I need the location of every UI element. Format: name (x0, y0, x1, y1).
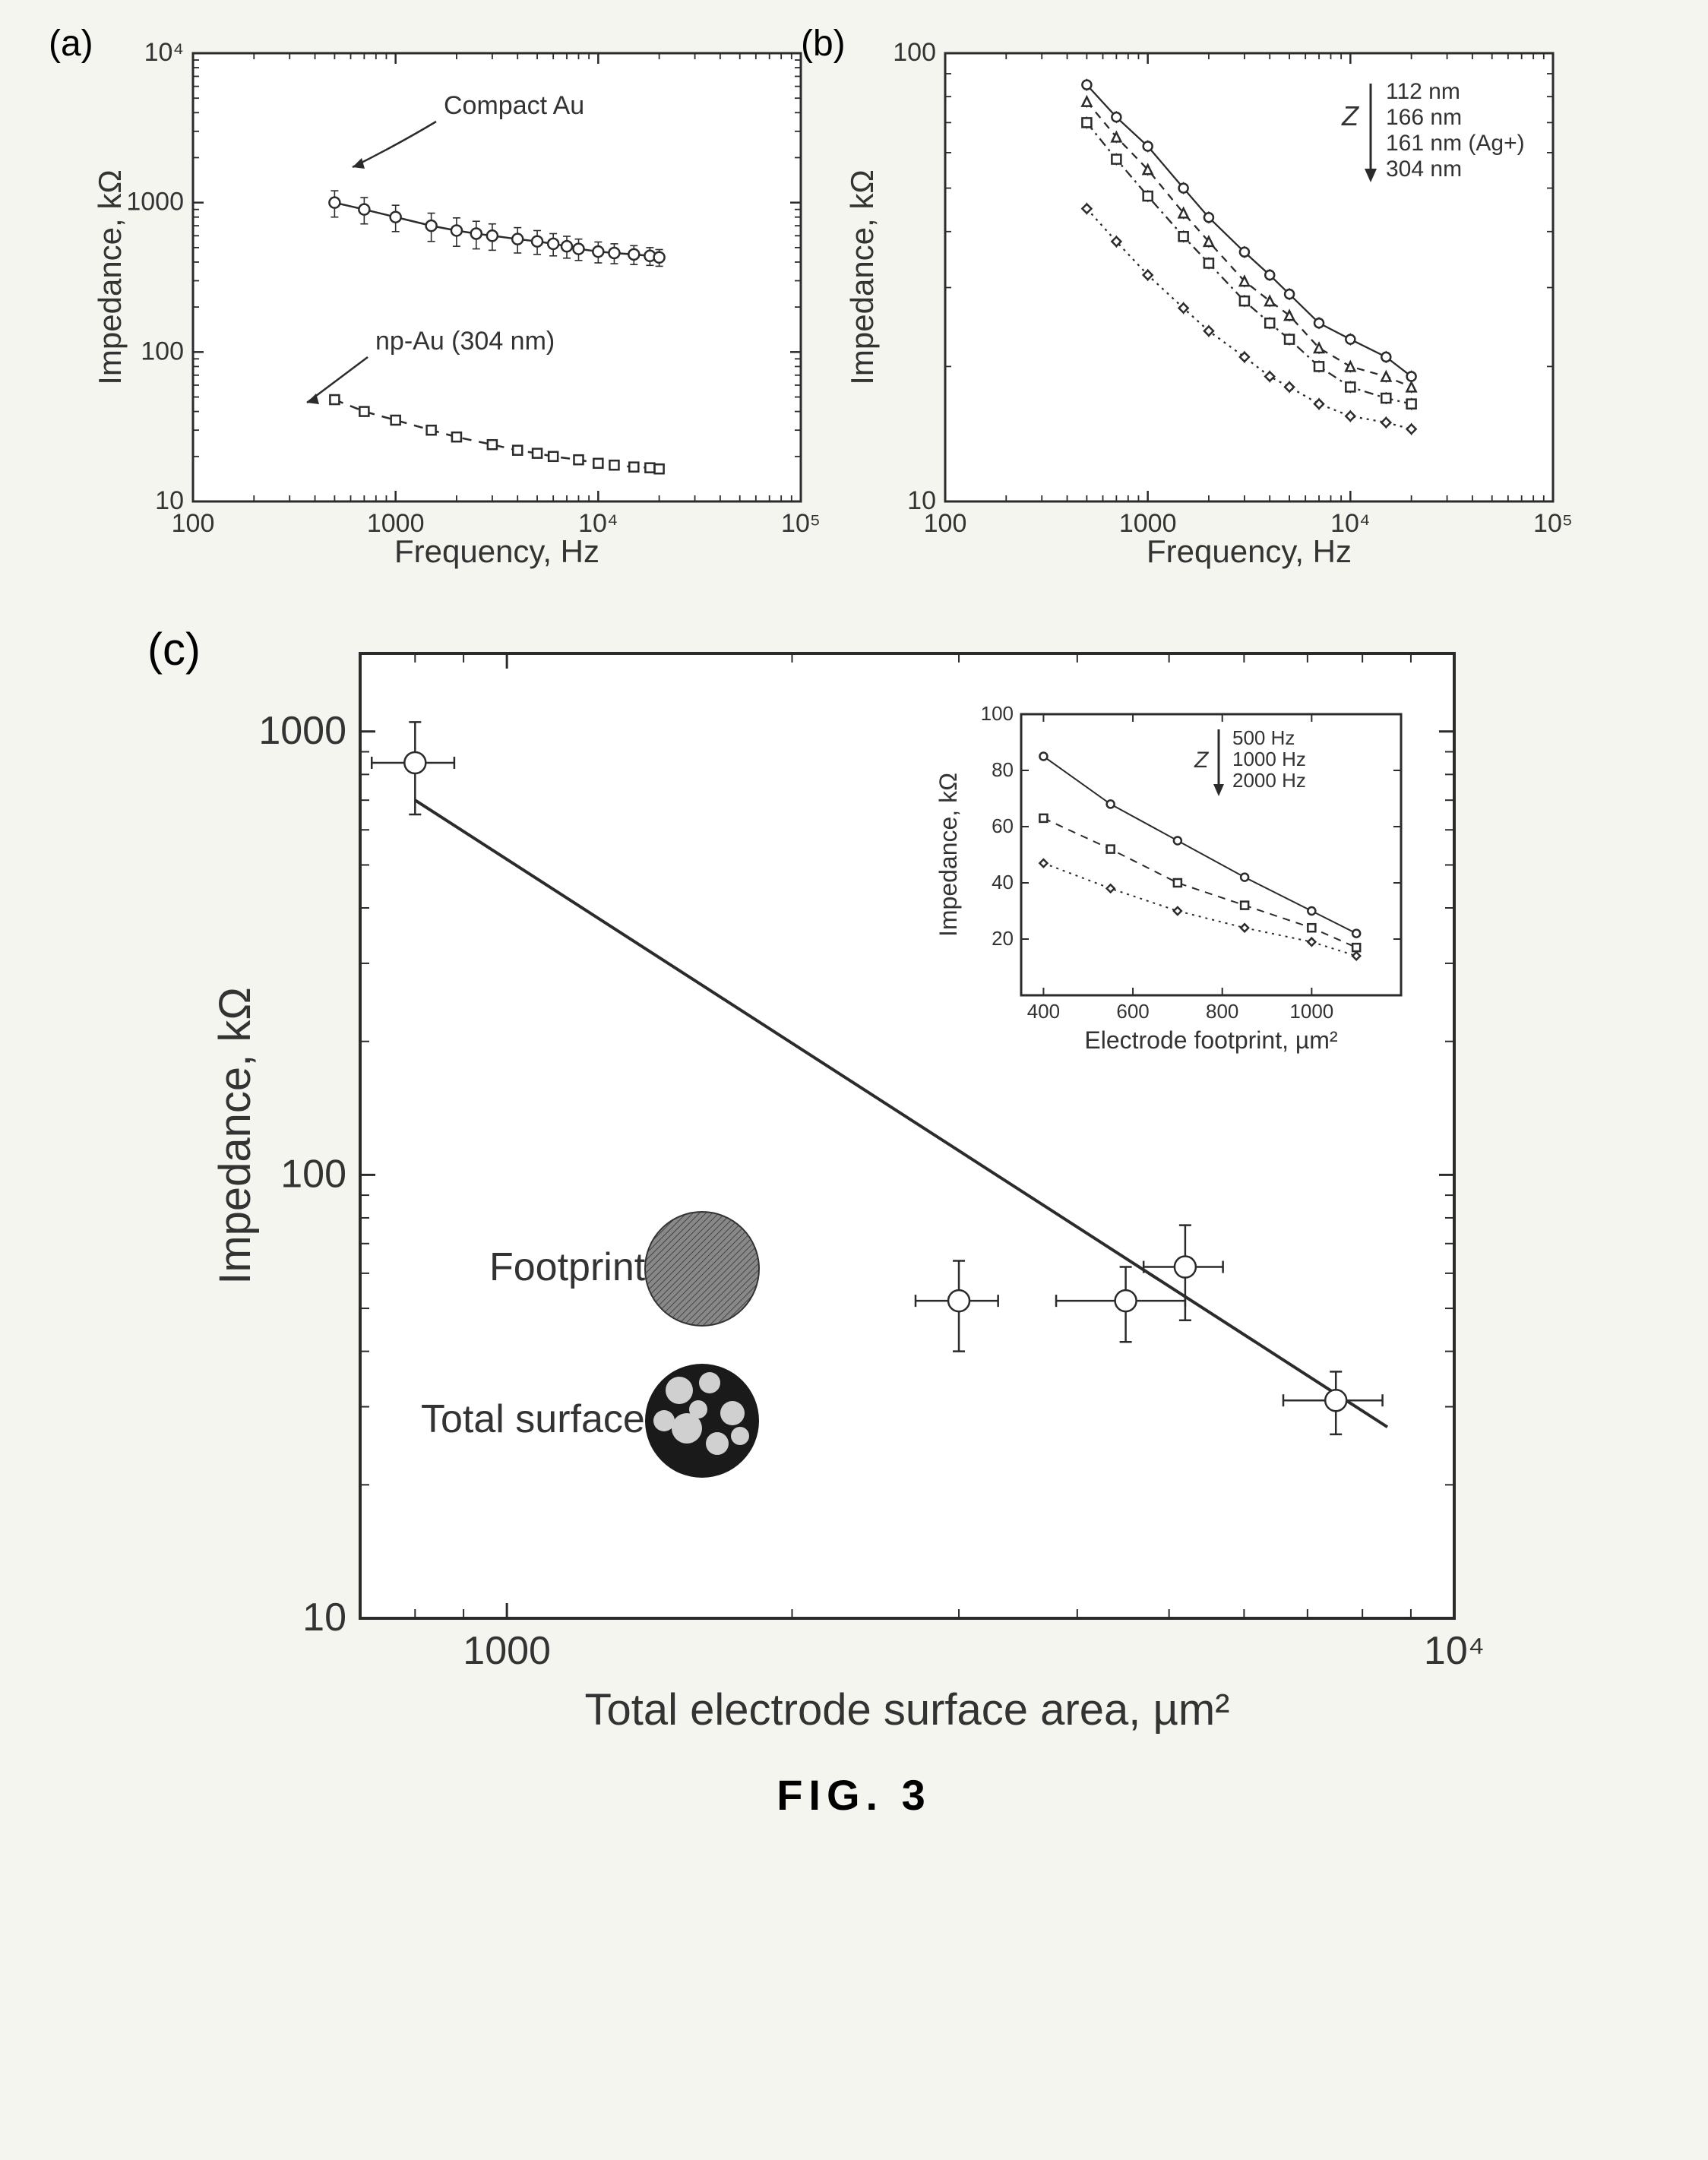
svg-text:166 nm: 166 nm (1386, 105, 1462, 130)
svg-text:10: 10 (907, 486, 936, 515)
svg-text:2000 Hz: 2000 Hz (1232, 769, 1306, 792)
svg-text:1000: 1000 (463, 1629, 551, 1673)
bottom-row: (c) 1000 10⁴ 10 100 1000 Total electrode surf… (94, 608, 1614, 1747)
svg-text:40: 40 (992, 871, 1014, 893)
svg-text:Total electrode surface area,: Total electrode surface area, µm² (584, 1685, 1229, 1735)
svg-text:Total surface: Total surface (421, 1397, 645, 1441)
svg-text:Impedance, kΩ: Impedance, kΩ (94, 169, 128, 385)
svg-text:Z: Z (1194, 748, 1210, 773)
panel-c-svg: 1000 10⁴ 10 100 1000 Total electrode surface … (208, 608, 1500, 1747)
svg-text:60: 60 (992, 814, 1014, 837)
panel-c-label: (c) (147, 623, 201, 675)
svg-text:Impedance, kΩ: Impedance, kΩ (846, 169, 880, 385)
svg-text:20: 20 (992, 927, 1014, 950)
svg-text:Frequency, Hz: Frequency, Hz (394, 533, 599, 569)
svg-text:Footprint: Footprint (489, 1245, 646, 1289)
svg-text:100: 100 (141, 337, 184, 365)
panel-b-svg: 100100010⁴10⁵10100Frequency, HzImpedance… (846, 30, 1583, 577)
panel-a: (a) 100100010⁴10⁵10100100010⁴Frequency, … (94, 30, 831, 577)
svg-text:Impedance, kΩ: Impedance, kΩ (210, 987, 260, 1285)
panel-a-label: (a) (49, 23, 93, 65)
panel-b-label: (b) (801, 23, 846, 65)
figure-3: (a) 100100010⁴10⁵10100100010⁴Frequency, … (94, 30, 1614, 1820)
svg-text:10⁵: 10⁵ (781, 509, 821, 538)
svg-text:100: 100 (981, 702, 1014, 725)
svg-text:800: 800 (1206, 1000, 1238, 1023)
svg-text:10: 10 (302, 1595, 346, 1640)
figure-caption: FIG. 3 (94, 1770, 1614, 1820)
svg-text:600: 600 (1116, 1000, 1149, 1023)
panel-b: (b) 100100010⁴10⁵10100Frequency, HzImped… (846, 30, 1583, 577)
svg-text:1000: 1000 (1289, 1000, 1333, 1023)
svg-text:Frequency, Hz: Frequency, Hz (1147, 533, 1352, 569)
svg-text:10⁴: 10⁴ (144, 38, 184, 67)
svg-text:1000 Hz: 1000 Hz (1232, 748, 1306, 770)
svg-text:500 Hz: 500 Hz (1232, 726, 1295, 749)
svg-text:Impedance, kΩ: Impedance, kΩ (935, 773, 962, 937)
svg-text:80: 80 (992, 758, 1014, 781)
top-row: (a) 100100010⁴10⁵10100100010⁴Frequency, … (94, 30, 1614, 577)
svg-text:Z: Z (1341, 100, 1359, 131)
svg-text:400: 400 (1027, 1000, 1060, 1023)
svg-text:Electrode footprint, µm²: Electrode footprint, µm² (1084, 1026, 1338, 1054)
svg-text:1000: 1000 (258, 709, 346, 753)
svg-text:161 nm (Ag+): 161 nm (Ag+) (1386, 131, 1525, 156)
svg-text:100: 100 (893, 38, 936, 67)
svg-text:10⁴: 10⁴ (1424, 1629, 1485, 1673)
svg-text:np-Au (304 nm): np-Au (304 nm) (375, 327, 555, 356)
panel-a-svg: 100100010⁴10⁵10100100010⁴Frequency, HzIm… (94, 30, 831, 577)
svg-text:304 nm: 304 nm (1386, 157, 1462, 182)
panel-c: (c) 100010⁴101001000Total electrode surf… (208, 608, 1500, 1747)
svg-text:100: 100 (280, 1152, 346, 1196)
svg-text:112 nm: 112 nm (1386, 79, 1460, 104)
svg-text:10: 10 (155, 486, 184, 515)
svg-text:Compact Au: Compact Au (444, 91, 584, 120)
svg-text:10⁵: 10⁵ (1533, 509, 1573, 538)
svg-text:1000: 1000 (126, 188, 184, 217)
